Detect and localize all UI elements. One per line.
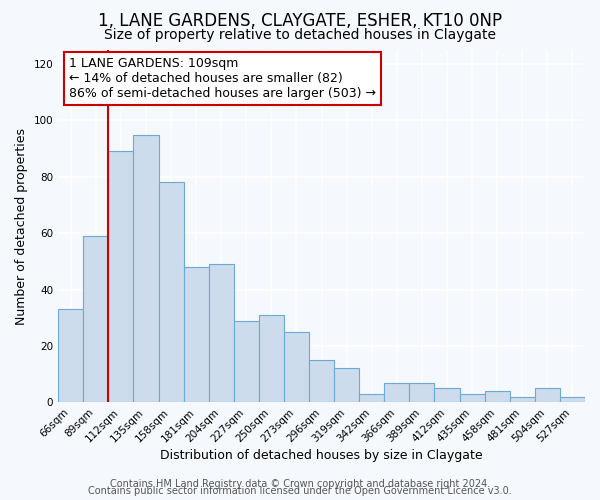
Bar xyxy=(284,332,309,402)
Text: 1 LANE GARDENS: 109sqm
← 14% of detached houses are smaller (82)
86% of semi-det: 1 LANE GARDENS: 109sqm ← 14% of detached… xyxy=(69,57,376,100)
Bar xyxy=(334,368,359,402)
Text: Contains public sector information licensed under the Open Government Licence v3: Contains public sector information licen… xyxy=(88,486,512,496)
Text: Contains HM Land Registry data © Crown copyright and database right 2024.: Contains HM Land Registry data © Crown c… xyxy=(110,479,490,489)
Bar xyxy=(309,360,334,402)
Text: 1, LANE GARDENS, CLAYGATE, ESHER, KT10 0NP: 1, LANE GARDENS, CLAYGATE, ESHER, KT10 0… xyxy=(98,12,502,30)
Bar xyxy=(434,388,460,402)
Bar xyxy=(83,236,109,402)
Bar xyxy=(385,382,409,402)
Text: Size of property relative to detached houses in Claygate: Size of property relative to detached ho… xyxy=(104,28,496,42)
Bar xyxy=(460,394,485,402)
Bar xyxy=(259,315,284,402)
Bar xyxy=(133,134,158,402)
Bar xyxy=(535,388,560,402)
Bar xyxy=(409,382,434,402)
Bar xyxy=(510,396,535,402)
Bar xyxy=(184,267,209,402)
Y-axis label: Number of detached properties: Number of detached properties xyxy=(15,128,28,324)
Bar xyxy=(234,320,259,402)
X-axis label: Distribution of detached houses by size in Claygate: Distribution of detached houses by size … xyxy=(160,450,483,462)
Bar xyxy=(560,396,585,402)
Bar xyxy=(58,309,83,402)
Bar xyxy=(109,152,133,402)
Bar xyxy=(158,182,184,402)
Bar xyxy=(485,391,510,402)
Bar xyxy=(209,264,234,402)
Bar xyxy=(359,394,385,402)
